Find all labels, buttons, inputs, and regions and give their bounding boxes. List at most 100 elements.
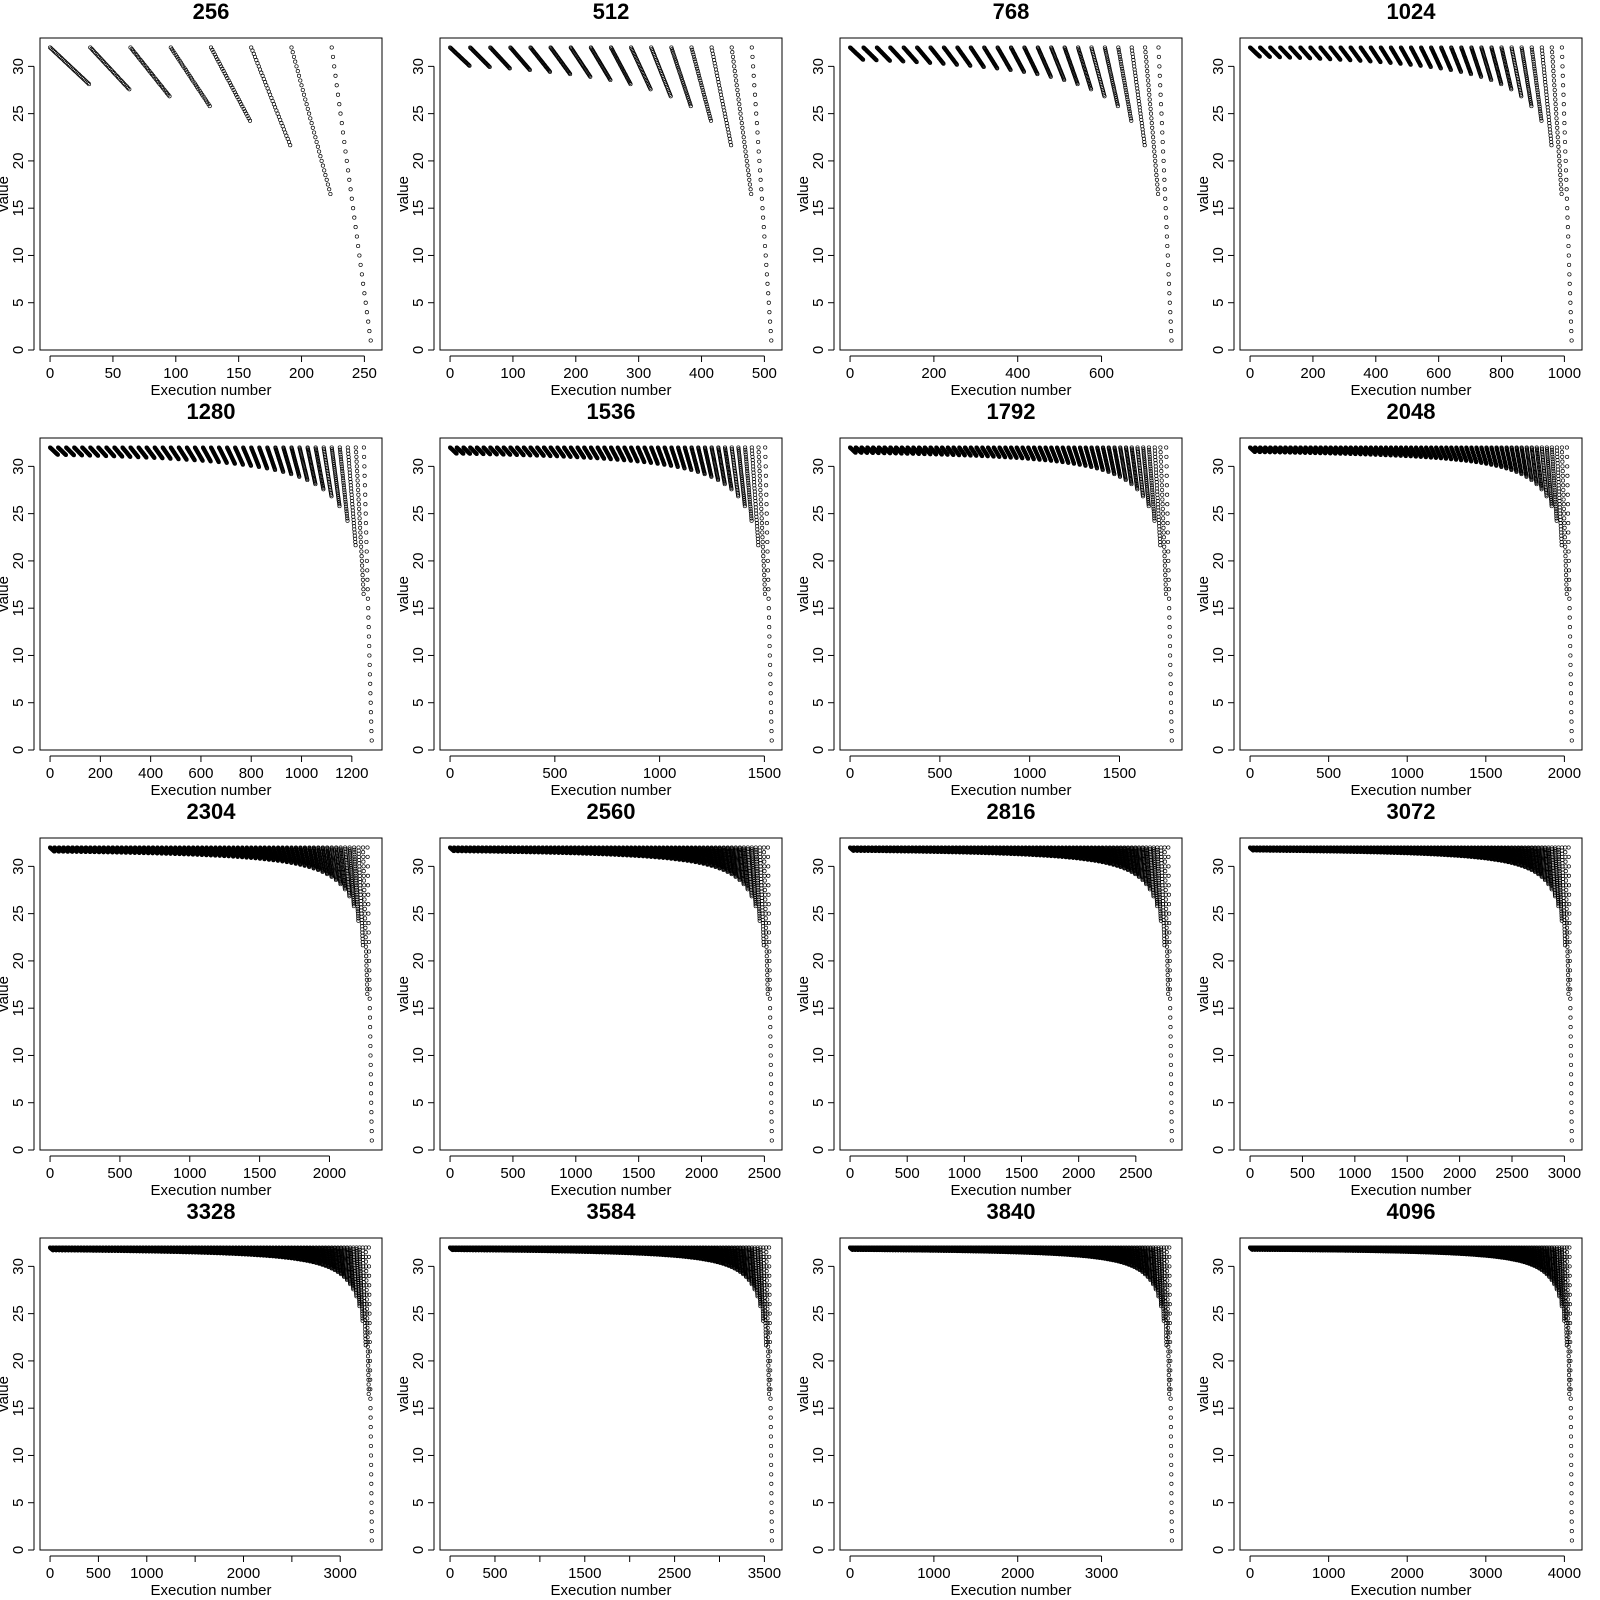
data-point [1287, 55, 1293, 60]
data-point [742, 144, 747, 149]
data-point [1523, 68, 1528, 73]
data-point [901, 59, 906, 64]
y-tick-label: 5 [810, 299, 827, 307]
y-tick-label: 5 [410, 699, 427, 707]
y-tick-label: 20 [410, 553, 427, 570]
data-point [83, 78, 88, 83]
data-point [273, 467, 278, 473]
data-point [474, 451, 479, 457]
data-point [527, 67, 532, 73]
data-point [356, 502, 361, 507]
data-point [1154, 177, 1159, 182]
data-point [105, 64, 110, 69]
data-point [1318, 56, 1323, 61]
data-point [338, 454, 343, 459]
data-point [335, 492, 341, 497]
data-point [369, 729, 374, 734]
data-point [331, 460, 336, 465]
data-point [1428, 64, 1433, 70]
data-point [294, 64, 299, 69]
data-point [702, 95, 707, 100]
data-point [995, 66, 1000, 71]
x-tick-label: 0 [1246, 365, 1254, 382]
data-series [448, 45, 774, 343]
data-point [337, 502, 342, 507]
data-point [1556, 144, 1561, 149]
data-point [1562, 111, 1567, 116]
data-point [232, 461, 237, 466]
data-point [144, 455, 149, 460]
data-point [335, 490, 340, 495]
data-point [305, 106, 310, 111]
data-point [1552, 83, 1557, 88]
data-point [730, 54, 736, 59]
data-point [318, 473, 323, 478]
data-point [56, 53, 61, 58]
y-tick-label: 20 [810, 153, 827, 170]
data-point [1150, 130, 1155, 135]
data-point [364, 539, 369, 545]
plot-frame [1239, 37, 1583, 351]
data-point [344, 513, 350, 519]
data-point [622, 458, 627, 463]
data-point [363, 521, 368, 526]
data-point [86, 82, 92, 87]
data-point [687, 100, 692, 105]
data-series [848, 45, 1174, 343]
data-point [1527, 94, 1532, 99]
data-point [361, 281, 366, 286]
x-tick-label: 100 [163, 365, 188, 382]
data-point [330, 451, 335, 456]
data-point [1538, 109, 1543, 114]
data-point [1308, 56, 1313, 61]
data-point [683, 88, 688, 93]
data-point [1127, 106, 1132, 111]
data-point [357, 253, 362, 258]
data-point [1527, 92, 1532, 97]
data-point [690, 47, 695, 52]
data-point [861, 57, 866, 62]
data-point [360, 577, 365, 582]
data-point [1565, 215, 1570, 220]
data-point [230, 85, 235, 90]
data-point [487, 64, 492, 70]
data-point [340, 473, 345, 478]
data-point [701, 90, 706, 95]
data-point [729, 45, 734, 50]
data-point [607, 76, 612, 82]
data-point [1555, 125, 1560, 130]
data-point [608, 77, 613, 83]
data-point [324, 177, 329, 182]
data-point [334, 483, 339, 488]
data-point [1129, 118, 1134, 123]
data-point [705, 104, 710, 109]
x-tick-label: 250 [352, 365, 377, 382]
data-point [224, 73, 229, 78]
data-point [670, 49, 675, 54]
data-point [319, 158, 324, 163]
y-tick-label: 25 [410, 505, 427, 522]
data-point [738, 111, 743, 116]
data-point [740, 130, 746, 135]
data-point [361, 582, 366, 587]
data-point [1418, 63, 1423, 68]
data-point [338, 111, 343, 116]
data-point [1109, 75, 1114, 80]
data-point [1534, 85, 1540, 90]
x-axis-label: Execution number [151, 382, 272, 399]
data-point [362, 464, 367, 469]
data-point [1534, 80, 1539, 85]
data-point [1161, 158, 1166, 163]
data-point [236, 97, 241, 102]
data-point [1164, 225, 1169, 230]
data-point [315, 144, 320, 149]
data-point [332, 466, 337, 471]
data-point [363, 502, 368, 507]
data-point [207, 104, 212, 109]
y-tick-label: 10 [810, 247, 827, 264]
data-point [342, 139, 347, 145]
data-point [160, 456, 165, 461]
data-point [748, 187, 753, 192]
